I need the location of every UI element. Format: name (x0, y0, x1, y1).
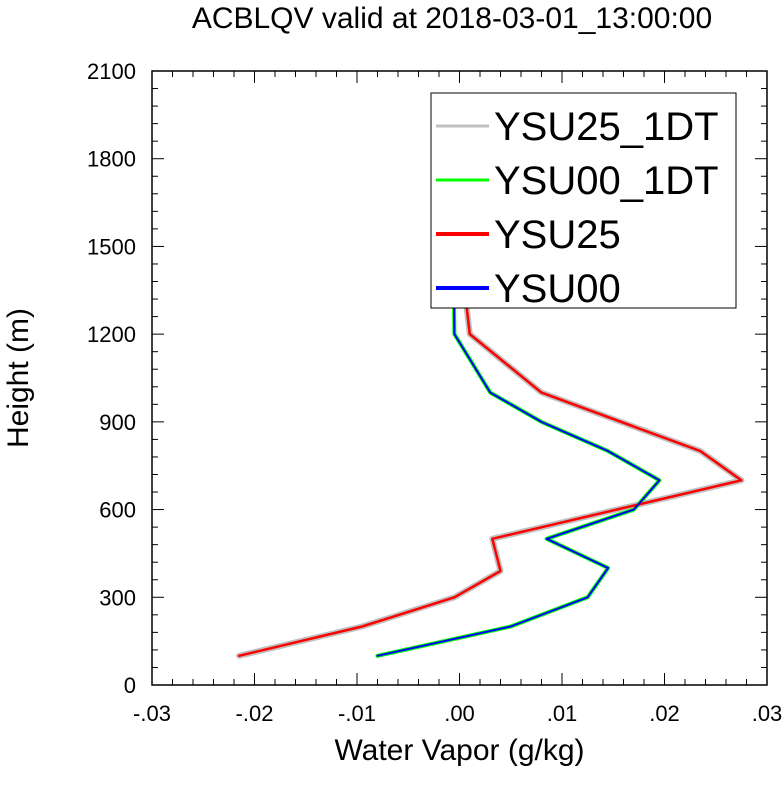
y-tick-label: 2100 (87, 59, 136, 84)
y-tick-label: 900 (99, 410, 136, 435)
legend-label-ysu00: YSU00 (494, 267, 621, 311)
ticks-layer (151, 70, 768, 686)
y-tick-label: 300 (99, 585, 136, 610)
legend-label-ysu25-1dt: YSU25_1DT (494, 105, 719, 149)
x-tick-label: .00 (444, 701, 475, 726)
x-tick-label: -.01 (338, 701, 376, 726)
y-tick-label: 0 (124, 673, 136, 698)
legend-label-ysu00-1dt: YSU00_1DT (494, 159, 719, 203)
x-axis-title: Water Vapor (g/kg) (334, 734, 584, 767)
y-axis-title: Height (m) (2, 308, 35, 448)
chart-title: ACBLQV valid at 2018-03-01_13:00:00 (192, 2, 712, 35)
x-tick-label: .03 (752, 701, 783, 726)
y-tick-label: 1500 (87, 234, 136, 259)
series-line-ysu00 (376, 245, 661, 657)
legend-label-ysu25: YSU25 (494, 213, 621, 257)
x-tick-label: -.02 (236, 701, 274, 726)
x-tick-label: -.03 (133, 701, 171, 726)
legend-box (430, 92, 737, 309)
x-tick-label: .02 (649, 701, 680, 726)
y-tick-label: 600 (99, 498, 136, 523)
x-tick-label: .01 (547, 701, 578, 726)
legend: YSU25_1DT YSU00_1DT YSU25 YSU00 (430, 92, 737, 311)
y-tick-label: 1800 (87, 147, 136, 172)
y-tick-label: 1200 (87, 322, 136, 347)
tick-labels-layer: -.03 -.02 -.01 .00 .01 .02 .03 0 300 600 900 1200 15… (87, 59, 782, 726)
